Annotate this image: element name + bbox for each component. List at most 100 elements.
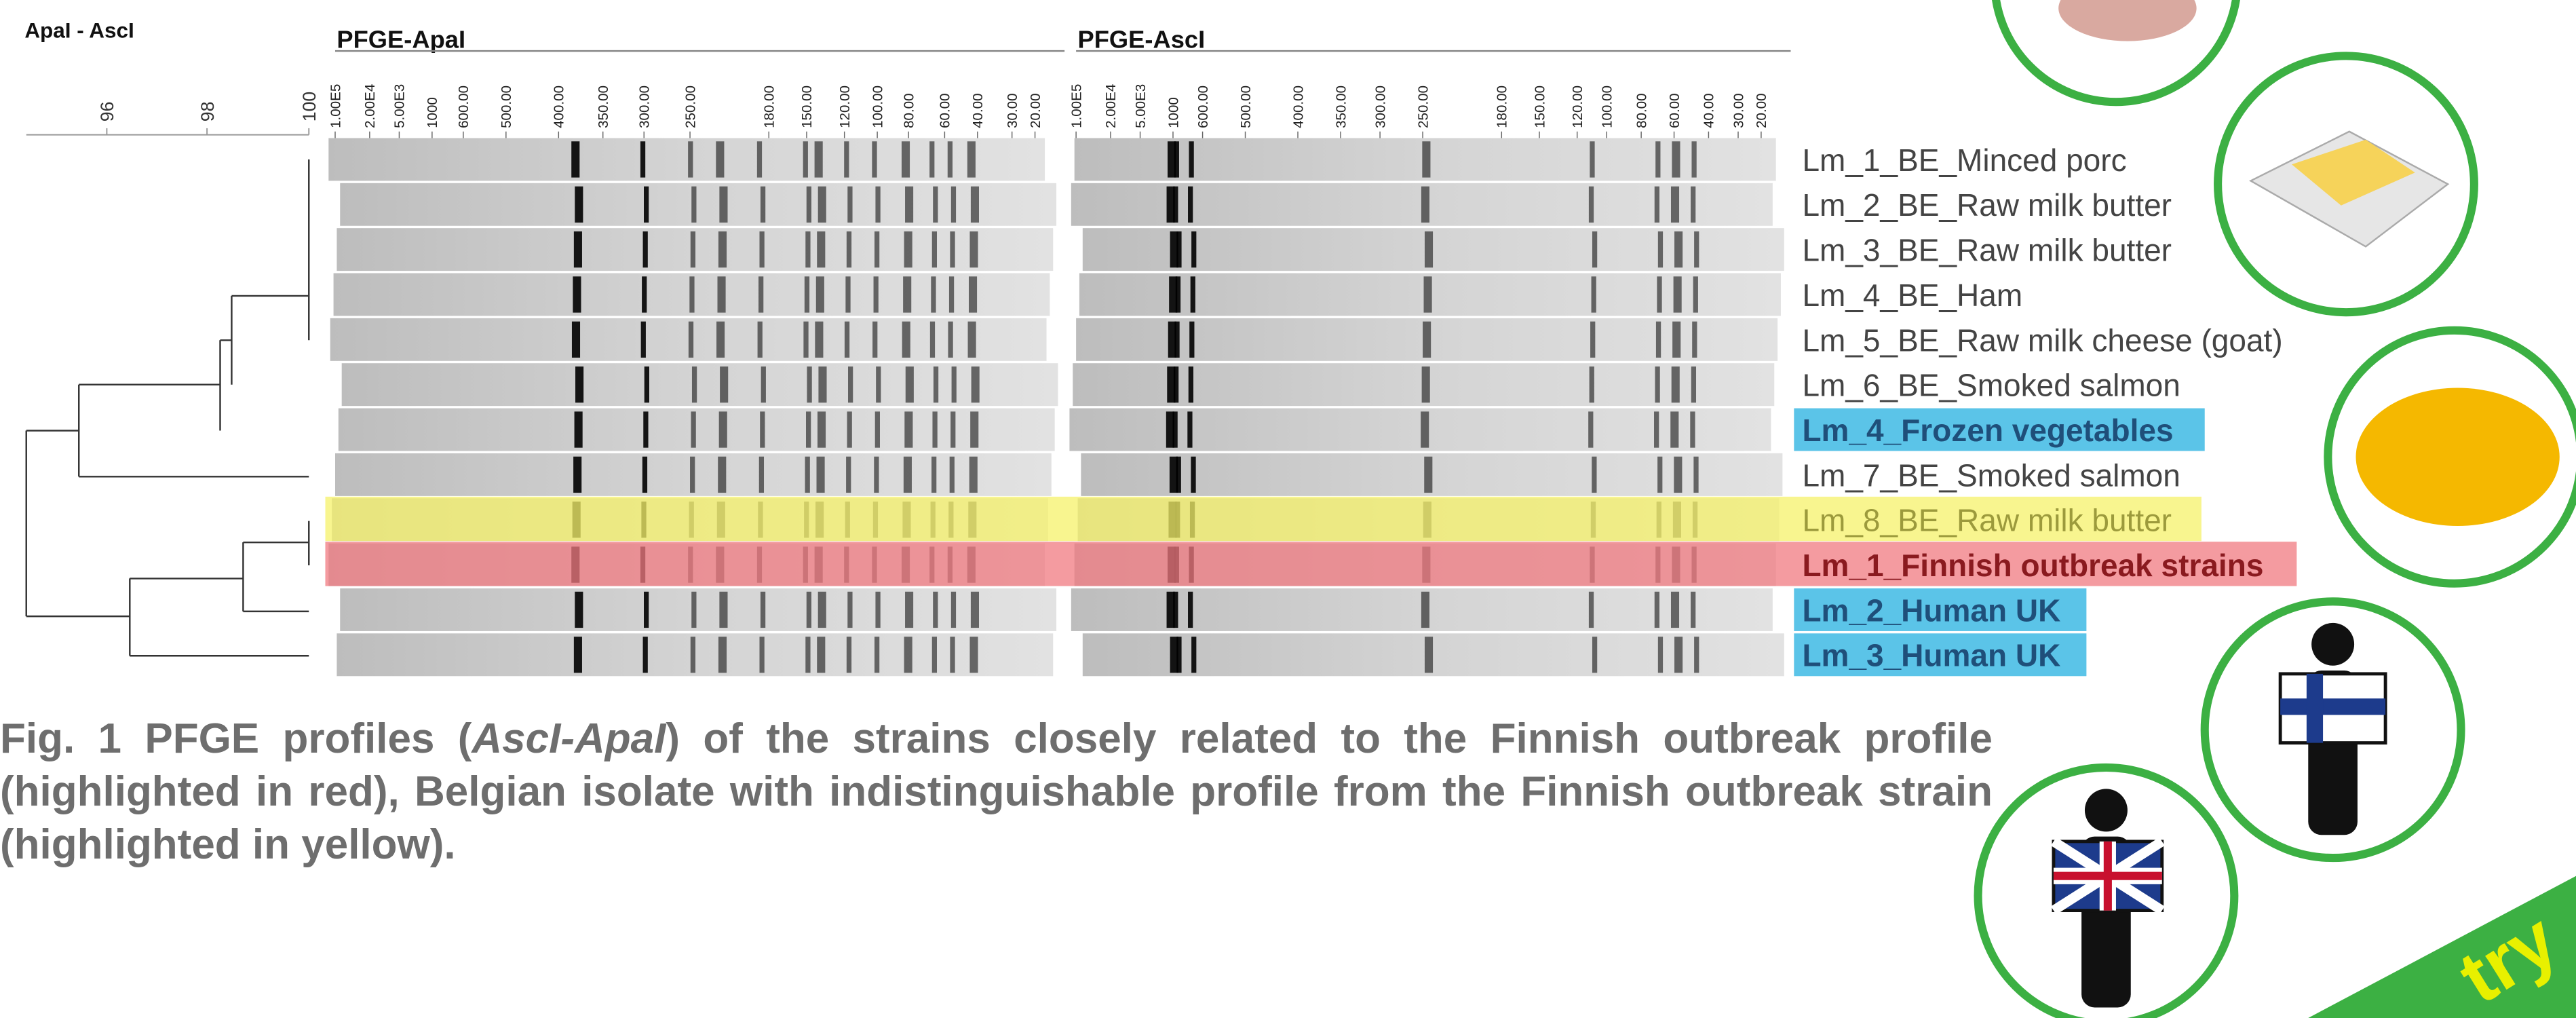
- gel-band: [815, 141, 823, 177]
- gel-band: [1674, 276, 1682, 312]
- gel-lane: [328, 138, 1045, 181]
- gel-band: [571, 141, 579, 177]
- strain-label: Lm_2_Human UK: [1802, 592, 2060, 628]
- gel-band: [874, 276, 879, 312]
- strain-label: Lm_1_BE_Minced porc: [1802, 143, 2126, 178]
- size-label: 180.00: [1495, 86, 1510, 128]
- size-label: 1.00E5: [328, 84, 343, 128]
- gel-band: [690, 457, 695, 493]
- gel-band: [1654, 411, 1659, 447]
- gel-band: [691, 187, 696, 223]
- strain-label: Lm_6_BE_Smoked salmon: [1802, 368, 2180, 403]
- gel-band: [1589, 187, 1594, 223]
- gel-band: [643, 411, 648, 447]
- gel-band: [874, 637, 879, 673]
- gel-band: [932, 231, 937, 267]
- size-label: 250.00: [1415, 86, 1431, 128]
- gel-band: [691, 231, 695, 267]
- gel-band: [906, 366, 914, 402]
- gel-band: [816, 276, 824, 312]
- gel-band: [575, 411, 583, 447]
- gel-band: [718, 231, 727, 267]
- strain-label: Lm_8_BE_Raw milk butter: [1802, 503, 2172, 538]
- gel-band: [932, 637, 937, 673]
- gel-band: [575, 366, 583, 402]
- size-label: 120.00: [1570, 86, 1585, 128]
- gel-band: [1658, 231, 1663, 267]
- gel-band: [904, 637, 912, 673]
- gel-band: [1173, 187, 1178, 223]
- gel-band: [718, 637, 727, 673]
- gel-band: [805, 276, 809, 312]
- gel-band: [874, 231, 879, 267]
- gel-band: [1425, 637, 1433, 673]
- gel-band: [1176, 637, 1181, 673]
- gel-band: [759, 231, 764, 267]
- gel-band: [1189, 366, 1193, 402]
- panel-title: PFGE-AscI: [1078, 25, 1206, 53]
- size-label: 150.00: [799, 86, 815, 128]
- gel-band: [905, 592, 913, 628]
- gel-band: [969, 637, 978, 673]
- dendrogram: [26, 159, 309, 656]
- gel-band: [1592, 231, 1597, 267]
- gel-band: [1421, 411, 1429, 447]
- gel-band: [572, 322, 580, 358]
- scale-label: 100: [299, 92, 320, 121]
- size-label: 100.00: [870, 86, 885, 128]
- gel-band: [1174, 322, 1179, 358]
- gel-band: [758, 322, 763, 358]
- gel-lane: [330, 318, 1047, 361]
- gel-band: [1672, 141, 1680, 177]
- gel-lane: [339, 409, 1055, 451]
- gel-band: [692, 366, 697, 402]
- gel-band: [904, 231, 912, 267]
- strain-label: Lm_5_BE_Raw milk cheese (goat): [1802, 322, 2282, 358]
- gel-band: [950, 637, 955, 673]
- gel-band: [688, 141, 693, 177]
- size-label: 40.00: [1702, 93, 1717, 128]
- gel-band: [691, 411, 696, 447]
- gel-lane: [340, 588, 1056, 631]
- gel-band: [875, 411, 880, 447]
- gel-band: [949, 276, 954, 312]
- gel-band: [1655, 187, 1659, 223]
- gel-band: [643, 231, 648, 267]
- size-label: 20.00: [1028, 93, 1043, 128]
- gel-band: [1655, 141, 1660, 177]
- strain-label: Lm_3_Human UK: [1802, 638, 2060, 673]
- gel-band: [930, 322, 935, 358]
- size-label: 80.00: [901, 93, 917, 128]
- gel-band: [817, 457, 825, 493]
- gel-band: [719, 411, 727, 447]
- strain-label: Lm_2_BE_Raw milk butter: [1802, 187, 2172, 223]
- gel-band: [905, 187, 913, 223]
- gel-band: [1656, 322, 1661, 358]
- gel-band: [760, 411, 765, 447]
- gel-band: [952, 366, 957, 402]
- gel-band: [761, 592, 765, 628]
- gel-band: [1674, 457, 1682, 493]
- gel-band: [805, 637, 810, 673]
- gel-band: [876, 366, 881, 402]
- size-label: 350.00: [596, 86, 611, 128]
- gel-band: [950, 457, 955, 493]
- gel-band: [872, 322, 877, 358]
- gel-band: [759, 637, 764, 673]
- size-label: 5.00E3: [1133, 84, 1149, 128]
- gel-band: [817, 231, 825, 267]
- gel-band: [847, 637, 851, 673]
- gel-band: [575, 592, 583, 628]
- size-label: 300.00: [637, 86, 653, 128]
- size-label: 400.00: [1290, 86, 1306, 128]
- strain-label: Lm_1_Finnish outbreak strains: [1802, 548, 2263, 583]
- gel-band: [642, 276, 647, 312]
- gel-band: [844, 141, 849, 177]
- gel-band: [1671, 187, 1679, 223]
- gel-band: [874, 457, 879, 493]
- gel-band: [1694, 637, 1699, 673]
- gel-band: [691, 592, 696, 628]
- gel-band: [948, 322, 953, 358]
- gel-lane: [340, 183, 1056, 226]
- caption-italic: AscI-ApaI: [472, 715, 666, 762]
